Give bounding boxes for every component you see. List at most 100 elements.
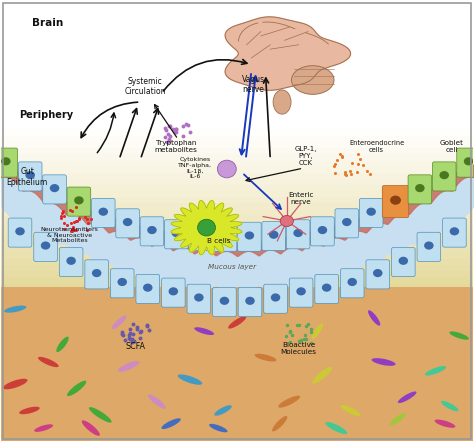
Ellipse shape xyxy=(112,316,127,329)
FancyBboxPatch shape xyxy=(237,222,261,251)
FancyBboxPatch shape xyxy=(91,198,115,228)
Bar xyxy=(1,296,474,303)
Ellipse shape xyxy=(118,278,127,286)
Ellipse shape xyxy=(450,227,459,236)
Ellipse shape xyxy=(347,278,357,286)
Ellipse shape xyxy=(441,401,458,411)
Text: Mucous layer: Mucous layer xyxy=(209,264,256,270)
Ellipse shape xyxy=(3,379,27,389)
FancyBboxPatch shape xyxy=(8,218,32,247)
Ellipse shape xyxy=(398,392,417,403)
FancyBboxPatch shape xyxy=(136,274,160,304)
FancyBboxPatch shape xyxy=(140,217,164,246)
Ellipse shape xyxy=(218,160,236,178)
Text: SCFA: SCFA xyxy=(126,342,146,351)
Ellipse shape xyxy=(38,357,59,367)
Ellipse shape xyxy=(390,196,401,205)
Ellipse shape xyxy=(41,241,50,250)
Bar xyxy=(1,160,474,167)
Ellipse shape xyxy=(255,354,276,362)
Bar xyxy=(1,278,474,285)
FancyBboxPatch shape xyxy=(18,162,42,191)
Text: Vagus
nerve: Vagus nerve xyxy=(242,75,265,94)
Ellipse shape xyxy=(198,219,216,236)
Text: Cytokines
TNF-alpha,
IL-1β,
IL-6: Cytokines TNF-alpha, IL-1β, IL-6 xyxy=(178,157,212,179)
FancyBboxPatch shape xyxy=(238,288,262,316)
Ellipse shape xyxy=(293,229,303,237)
FancyBboxPatch shape xyxy=(432,162,456,191)
Polygon shape xyxy=(171,201,242,255)
Ellipse shape xyxy=(390,413,406,425)
Ellipse shape xyxy=(228,316,246,328)
FancyBboxPatch shape xyxy=(335,209,359,238)
Ellipse shape xyxy=(143,284,153,292)
Ellipse shape xyxy=(92,269,101,277)
Bar xyxy=(1,123,474,130)
Ellipse shape xyxy=(373,269,383,277)
Ellipse shape xyxy=(162,418,181,429)
Ellipse shape xyxy=(56,337,69,352)
Bar xyxy=(1,166,474,173)
FancyBboxPatch shape xyxy=(392,248,415,277)
FancyBboxPatch shape xyxy=(34,232,57,261)
FancyBboxPatch shape xyxy=(443,218,466,247)
Text: Periphery: Periphery xyxy=(19,110,73,120)
Text: GLP-1,
PYY,
CCK: GLP-1, PYY, CCK xyxy=(294,146,317,166)
FancyBboxPatch shape xyxy=(59,248,83,277)
FancyBboxPatch shape xyxy=(189,221,212,251)
FancyBboxPatch shape xyxy=(315,274,338,304)
Ellipse shape xyxy=(342,218,352,226)
Ellipse shape xyxy=(82,420,100,436)
Bar xyxy=(1,265,474,272)
Ellipse shape xyxy=(50,184,59,192)
Ellipse shape xyxy=(66,257,76,265)
Ellipse shape xyxy=(435,419,456,428)
FancyBboxPatch shape xyxy=(264,284,287,313)
Ellipse shape xyxy=(318,226,327,234)
Bar xyxy=(1,136,474,143)
Ellipse shape xyxy=(196,231,205,239)
Bar xyxy=(1,290,474,297)
Ellipse shape xyxy=(296,287,306,295)
Ellipse shape xyxy=(209,424,228,432)
FancyBboxPatch shape xyxy=(162,278,185,307)
Ellipse shape xyxy=(245,297,255,305)
FancyBboxPatch shape xyxy=(0,148,18,177)
FancyBboxPatch shape xyxy=(340,269,364,298)
Bar xyxy=(1,240,474,248)
Ellipse shape xyxy=(372,358,396,366)
Ellipse shape xyxy=(326,422,347,434)
Bar xyxy=(1,179,474,186)
Text: Brain: Brain xyxy=(32,18,63,28)
Ellipse shape xyxy=(424,241,434,250)
Bar xyxy=(1,210,474,217)
Bar xyxy=(1,302,474,309)
Bar xyxy=(1,172,474,179)
Bar xyxy=(1,191,474,198)
Text: Goblet
cell: Goblet cell xyxy=(440,140,464,152)
Text: B cells: B cells xyxy=(207,238,230,244)
FancyBboxPatch shape xyxy=(110,269,134,298)
Ellipse shape xyxy=(399,257,408,265)
Ellipse shape xyxy=(322,284,331,292)
Ellipse shape xyxy=(1,157,10,165)
Ellipse shape xyxy=(271,293,280,301)
Text: Systemic
Circulation: Systemic Circulation xyxy=(124,77,166,96)
Ellipse shape xyxy=(292,66,334,94)
FancyBboxPatch shape xyxy=(43,175,66,204)
Ellipse shape xyxy=(220,232,230,240)
Ellipse shape xyxy=(169,287,178,295)
Polygon shape xyxy=(225,17,351,90)
Text: Gut
Epithelium: Gut Epithelium xyxy=(7,167,48,187)
Ellipse shape xyxy=(368,310,380,326)
Ellipse shape xyxy=(178,374,202,385)
Text: Neurotransmitters
& Neuroactive
Metabolites: Neurotransmitters & Neuroactive Metaboli… xyxy=(41,227,99,244)
Bar xyxy=(1,154,474,161)
Bar xyxy=(1,271,474,278)
Ellipse shape xyxy=(415,184,425,192)
Bar xyxy=(1,197,474,204)
FancyBboxPatch shape xyxy=(67,187,91,216)
FancyBboxPatch shape xyxy=(85,260,109,289)
Ellipse shape xyxy=(280,216,293,226)
FancyBboxPatch shape xyxy=(417,232,441,261)
